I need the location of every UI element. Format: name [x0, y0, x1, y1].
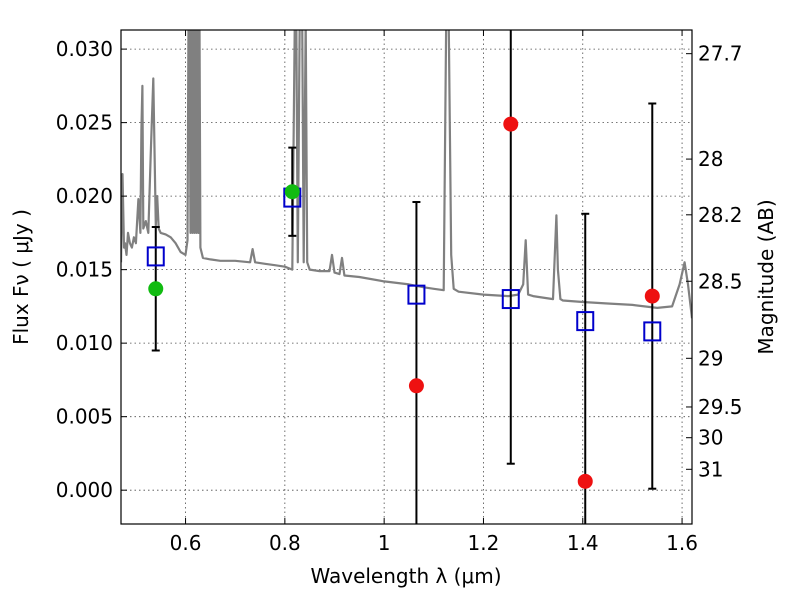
- red-data-point: [577, 473, 593, 489]
- model-box-marker: [146, 246, 165, 267]
- y2-axis-title: Magnitude (AB): [754, 199, 778, 354]
- y2-tick-label: 27.7: [698, 42, 743, 66]
- model-box-marker: [407, 284, 426, 305]
- y2-tick-label: 28.5: [698, 269, 743, 293]
- grid: [121, 30, 692, 524]
- red-data-point: [408, 378, 424, 394]
- y-tick-label: 0.015: [56, 258, 113, 282]
- error-bars: [151, 30, 657, 524]
- x-tick-label: 1.4: [567, 531, 599, 555]
- data-points: [146, 116, 662, 489]
- spectrum-line: [121, 30, 692, 319]
- red-data-point: [644, 288, 660, 304]
- y-tick-label: 0.005: [56, 405, 113, 429]
- x-tick-label: 1.6: [666, 531, 698, 555]
- y-axis-title: Flux Fν ( μJy ): [9, 209, 33, 345]
- y2-tick-label: 31: [698, 457, 723, 481]
- y2-tick-label: 28.2: [698, 203, 743, 227]
- x-tick-label: 0.8: [269, 531, 301, 555]
- y-tick-label: 0.000: [56, 478, 113, 502]
- x-axis-title: Wavelength λ (μm): [310, 564, 501, 588]
- y2-tick-label: 28: [698, 147, 723, 171]
- model-box-marker: [576, 311, 595, 332]
- x-tick-label: 1: [378, 531, 391, 555]
- green-data-point: [284, 184, 300, 200]
- x-tick-label: 1.2: [468, 531, 500, 555]
- plot-frame: [120, 29, 693, 525]
- x-tick-label: 0.6: [170, 531, 202, 555]
- model-box-marker: [643, 321, 662, 342]
- y2-tick-label: 30: [698, 426, 723, 450]
- green-data-point: [148, 281, 164, 297]
- axis-ticks: 0.6 0.8 1 1.2 1.4 1.6 0.000 0.005 0.010 0.015 0.02…: [56, 30, 743, 555]
- spectrum-series: [121, 30, 692, 319]
- y2-tick-label: 29.5: [698, 395, 743, 419]
- y-tick-label: 0.030: [56, 37, 113, 61]
- y-tick-label: 0.020: [56, 184, 113, 208]
- y-tick-label: 0.025: [56, 111, 113, 135]
- y2-tick-label: 29: [698, 346, 723, 370]
- model-box-marker: [501, 289, 520, 310]
- red-data-point: [503, 116, 519, 132]
- y-tick-label: 0.010: [56, 331, 113, 355]
